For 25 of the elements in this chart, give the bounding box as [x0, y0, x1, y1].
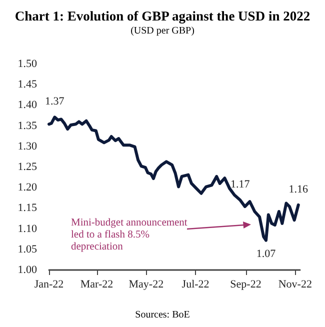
x-tick-label: Mar-22: [80, 278, 114, 290]
x-tick-label: May-22: [128, 278, 164, 290]
y-tick-label: 1.50: [18, 58, 38, 70]
y-tick-label: 1.00: [18, 264, 38, 276]
annotation: 1.37: [45, 96, 65, 108]
source-note: Sources: BoE: [135, 310, 190, 320]
annotation: Mini-budget announcement led to a flash 8.5% depreciation: [71, 218, 190, 252]
y-tick-label: 1.45: [18, 78, 38, 91]
annotation: 1.16: [288, 183, 309, 196]
y-tick-label: 1.40: [18, 99, 38, 112]
y-tick-label: 1.20: [18, 182, 38, 194]
y-tick-label: 1.15: [18, 202, 38, 214]
y-tick-label: 1.10: [18, 222, 38, 235]
x-tick-label: Nov-22: [278, 278, 312, 290]
chart-subtitle: (USD per GBP): [130, 26, 194, 36]
y-tick-label: 1.25: [18, 161, 38, 173]
y-tick-label: 1.35: [18, 120, 38, 132]
x-tick-label: Sep-22: [230, 278, 262, 290]
y-tick-label: 1.05: [18, 243, 38, 256]
annotation: 1.17: [230, 178, 250, 190]
chart-title: Chart 1: Evolution of GBP against the USD in 2022: [14, 8, 310, 24]
y-tick-label: 1.30: [18, 140, 38, 152]
x-tick-label: Jul-22: [182, 278, 210, 290]
annotation: 1.07: [256, 248, 276, 260]
x-tick-label: Jan-22: [34, 278, 64, 290]
